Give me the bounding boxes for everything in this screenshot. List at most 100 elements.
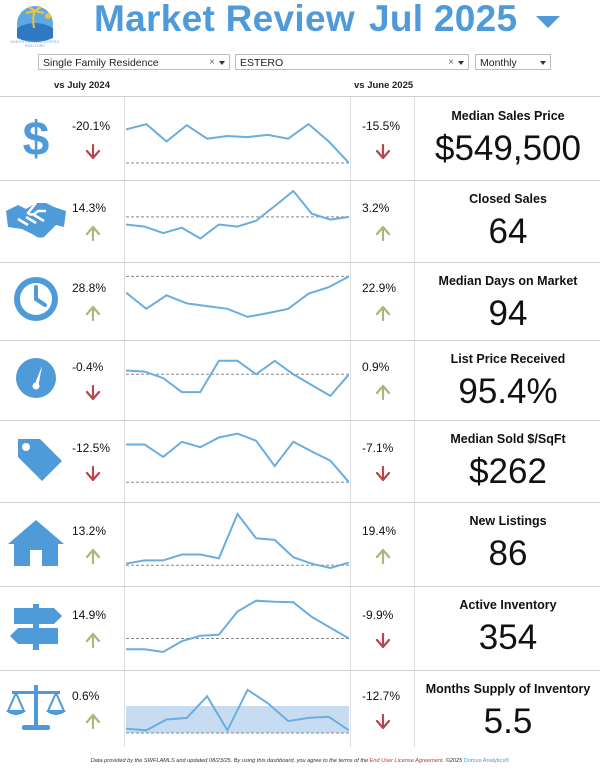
footer-disclaimer: Data provided by the SWFLAMLS and update…: [90, 758, 510, 764]
vs-year-change: -20.1%: [72, 118, 111, 133]
row-divider: [0, 262, 600, 263]
metric-value: 94: [488, 294, 528, 333]
row-divider: [0, 340, 600, 341]
trend-line: [126, 275, 349, 318]
vs-month-change: -12.7%: [362, 689, 401, 703]
trend-line: [126, 599, 349, 654]
vs-year-header: vs July 2024: [54, 80, 110, 91]
metric-label: Active Inventory: [459, 598, 557, 612]
property-type-select[interactable]: Single Family Residence ×: [38, 54, 230, 70]
arrow-up-icon: [85, 305, 101, 322]
svg-text:$: $: [23, 113, 50, 163]
vs-month-change: -7.1%: [362, 441, 394, 455]
vs-month-change: -15.5%: [362, 118, 401, 133]
chevron-down-icon[interactable]: [219, 61, 225, 65]
trend-sparkline: [126, 122, 349, 164]
arrow-up-icon: [85, 548, 101, 565]
period-dropdown-caret[interactable]: [536, 16, 560, 28]
metric-value: 64: [488, 212, 528, 251]
vs-year-change: 14.3%: [72, 201, 107, 215]
row-divider: [0, 586, 600, 587]
signpost-icon: [4, 600, 68, 652]
arrow-down-icon: [85, 384, 101, 401]
row-divider: [0, 180, 600, 181]
vs-month-change: 0.9%: [362, 360, 390, 374]
row-divider: [0, 420, 600, 421]
arrow-up-icon: [375, 305, 391, 322]
clock-icon: [4, 273, 68, 325]
arrow-down-icon: [375, 465, 391, 482]
vs-month-change: 3.2%: [362, 201, 390, 215]
chevron-down-icon[interactable]: [458, 61, 464, 65]
vs-month-change: -9.9%: [362, 608, 394, 622]
trend-sparkline: [126, 189, 349, 240]
vs-year-change: 13.2%: [72, 524, 107, 538]
metric-label: Months Supply of Inventory: [425, 682, 591, 696]
handshake-icon: [4, 193, 68, 245]
arrow-up-icon: [85, 632, 101, 649]
metric-label: Median Sales Price: [451, 109, 565, 123]
trend-line: [126, 359, 349, 398]
vs-year-change: -12.5%: [72, 441, 111, 455]
page-title: Market Review Jul 2025: [94, 0, 518, 39]
vs-year-change: 0.6%: [72, 689, 100, 703]
column-divider: [124, 97, 125, 747]
vs-month-header: vs June 2025: [354, 80, 414, 91]
arrow-down-icon: [85, 143, 101, 159]
metric-label: Median Days on Market: [438, 274, 578, 288]
metric-label: New Listings: [469, 514, 547, 528]
eula-link[interactable]: End User License Agreement: [369, 758, 443, 764]
metric-value: 5.5: [483, 702, 533, 741]
metric-value: $549,500: [435, 129, 581, 168]
area-value: ESTERO: [240, 57, 284, 69]
metric-value: 95.4%: [458, 372, 558, 411]
trend-line: [126, 432, 349, 483]
trend-sparkline: [126, 275, 349, 318]
vs-year-change: 14.9%: [72, 608, 107, 622]
price-tag-icon: [4, 433, 68, 485]
arrow-up-icon: [375, 548, 391, 565]
brand-logo: [6, 4, 64, 50]
vs-year-change: 28.8%: [72, 281, 107, 295]
logo-caption: BONITA SPRINGS-ESTERO REALTORS: [10, 40, 60, 48]
trend-line: [126, 512, 349, 570]
vs-year-change: -0.4%: [72, 360, 104, 374]
interval-select[interactable]: Monthly: [475, 54, 551, 70]
metric-value: 86: [488, 534, 528, 573]
arrow-up-icon: [85, 225, 101, 242]
property-type-value: Single Family Residence: [43, 57, 159, 69]
trend-line: [126, 189, 349, 240]
metric-value: $262: [469, 452, 547, 491]
row-divider: [0, 670, 600, 671]
arrow-up-icon: [85, 713, 101, 730]
metric-label: Median Sold $/SqFt: [450, 432, 566, 446]
dollar-icon: $: [4, 111, 68, 166]
interval-value: Monthly: [480, 57, 517, 69]
arrow-down-icon: [375, 143, 391, 159]
row-divider: [0, 502, 600, 503]
trend-sparkline: [126, 432, 349, 483]
arrow-down-icon: [375, 713, 391, 730]
gauge-icon: [4, 352, 68, 404]
header-divider: [0, 96, 600, 97]
chevron-down-icon[interactable]: [540, 61, 546, 65]
footer-brand: Domus Analytics®: [463, 758, 510, 764]
arrow-up-icon: [375, 225, 391, 242]
clear-property-type-icon[interactable]: ×: [209, 57, 215, 68]
metric-value: 354: [478, 618, 538, 657]
trend-sparkline: [126, 688, 349, 734]
column-divider: [414, 97, 415, 747]
trend-sparkline: [126, 599, 349, 654]
clear-area-icon[interactable]: ×: [448, 57, 454, 68]
arrow-down-icon: [85, 465, 101, 482]
house-icon: [4, 516, 68, 568]
metric-label: Closed Sales: [469, 192, 547, 206]
arrow-down-icon: [375, 632, 391, 649]
trend-sparkline: [126, 512, 349, 570]
scales-icon: [4, 681, 68, 733]
metric-label: List Price Received: [450, 352, 566, 366]
area-select[interactable]: ESTERO ×: [235, 54, 469, 70]
arrow-up-icon: [375, 384, 391, 401]
trend-line: [126, 688, 349, 733]
report-period: Jul 2025: [368, 0, 518, 39]
